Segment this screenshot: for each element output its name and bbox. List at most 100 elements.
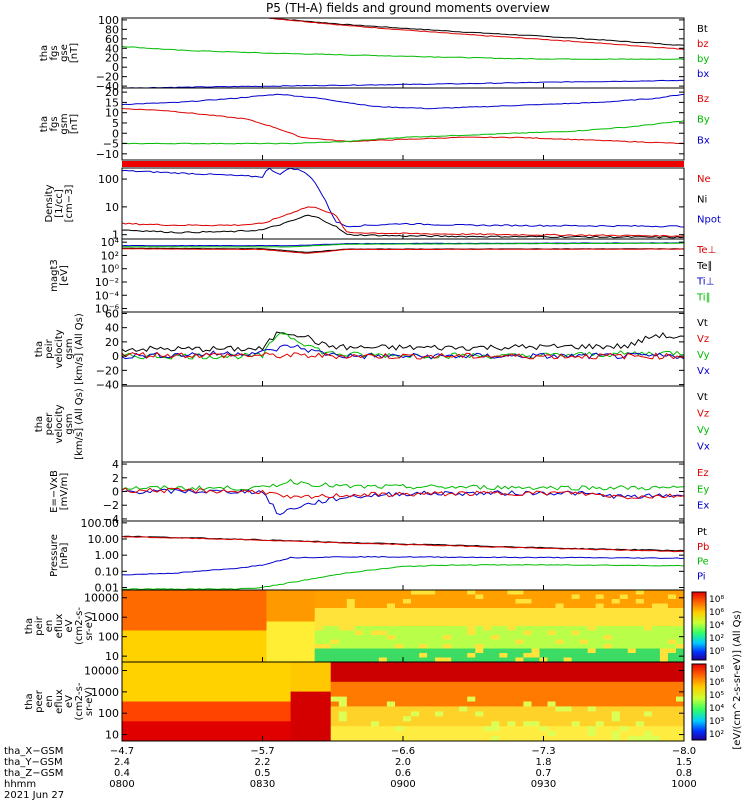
spectrogram-cell [611, 603, 621, 609]
spectrogram-cell [226, 603, 235, 609]
y-tick-label: 0 [112, 127, 119, 140]
spectrogram-cell [274, 731, 283, 737]
spectrogram-cell [314, 590, 324, 595]
spectrogram-cell [643, 630, 653, 636]
spectrogram-cell [154, 716, 163, 722]
spectrogram-cell [411, 621, 420, 627]
spectrogram-cell [531, 648, 540, 654]
spectrogram-cell [539, 676, 548, 683]
spectrogram-cell [451, 630, 460, 636]
spectrogram-cell [186, 657, 195, 663]
spectrogram-cell [290, 635, 300, 640]
spectrogram-cell [419, 653, 428, 658]
spectrogram-cell [619, 594, 629, 600]
spectrogram-cell [154, 731, 163, 737]
spectrogram-peer-eflux [122, 662, 685, 742]
spectrogram-cell [419, 681, 428, 688]
spectrogram-cell [378, 617, 388, 622]
spectrogram-cell [555, 706, 564, 712]
spectrogram-cell [491, 621, 500, 627]
spectrogram-cell [242, 603, 251, 609]
spectrogram-cell [443, 644, 452, 649]
spectrogram-cell [346, 617, 356, 622]
spectrogram-cell [258, 608, 267, 613]
spectrogram-cell [186, 721, 195, 727]
spectrogram-cell [491, 676, 500, 683]
spectrogram-cell [451, 706, 460, 712]
spectrogram-cell [122, 736, 131, 742]
spectrogram-cell [170, 676, 179, 683]
spectrogram-cell [298, 657, 308, 663]
spectrogram-cell [483, 706, 492, 712]
spectrogram-cell [539, 701, 548, 707]
spectrogram-cell [403, 686, 412, 693]
spectrogram-cell [306, 594, 316, 600]
spectrogram-cell [130, 635, 139, 640]
spectrogram-cell [314, 671, 324, 678]
y-tick-label: −5 [103, 138, 119, 151]
spectrogram-cell [234, 662, 243, 668]
spectrogram-cell [475, 621, 484, 627]
spectrogram-cell [659, 686, 669, 693]
spectrogram-cell [643, 731, 653, 737]
spectrogram-cell [523, 696, 532, 702]
spectrogram-cell [419, 635, 428, 640]
spectrogram-cell [242, 716, 251, 722]
spectrogram-cell [146, 603, 155, 609]
spectrogram-cell [507, 594, 516, 600]
spectrogram-cell [354, 711, 364, 717]
spectrogram-cell [122, 594, 131, 600]
spectrogram-cell [218, 666, 227, 673]
spectrogram-cell [547, 626, 556, 631]
spectrogram-cell [523, 706, 532, 712]
spectrogram-cell [483, 630, 492, 636]
spectrogram-cell [635, 736, 645, 742]
y-axis-label-line: eV [64, 619, 75, 632]
spectrogram-cell [162, 701, 171, 707]
spectrogram-cell [242, 653, 251, 658]
spectrogram-cell [611, 711, 621, 717]
spectrogram-cell [330, 626, 340, 631]
spectrogram-cell [186, 648, 195, 654]
spectrogram-cell [443, 696, 452, 702]
spectrogram-cell [611, 617, 621, 622]
spectrogram-cell [411, 701, 420, 707]
spectrogram-cell [346, 612, 356, 618]
spectrogram-cell [378, 662, 388, 668]
spectrogram-cell [170, 594, 179, 600]
spectrogram-cell [338, 696, 348, 702]
legend-label: By [697, 115, 710, 126]
y-axis-label-line: gsm [64, 413, 75, 434]
spectrogram-cell [563, 644, 573, 649]
y-tick-label: 10 [105, 729, 119, 742]
spectrogram-cell [298, 686, 308, 693]
spectrogram-cell [378, 706, 388, 712]
spectrogram-cell [659, 681, 669, 688]
spectrogram-cell [515, 721, 524, 727]
x-row-value: 1000 [671, 779, 696, 790]
spectrogram-cell [676, 701, 685, 707]
spectrogram-cell [210, 716, 219, 722]
spectrogram-cell [411, 716, 420, 722]
spectrogram-cell [651, 706, 661, 712]
spectrogram-cell [643, 594, 653, 600]
spectrogram-cell [386, 681, 396, 688]
spectrogram-cell [266, 726, 275, 732]
y-axis-label-line: velocity [54, 329, 65, 368]
spectrogram-cell [547, 630, 556, 636]
spectrogram-cell [370, 736, 380, 742]
spectrogram-cell [234, 639, 243, 645]
spectrogram-cell [467, 706, 476, 712]
spectrogram-cell [459, 726, 468, 732]
spectrogram-cell [210, 671, 219, 678]
x-row-value: 0.6 [395, 768, 411, 779]
spectrogram-cell [667, 639, 677, 645]
spectrogram-cell [451, 626, 460, 631]
spectrogram-cell [250, 603, 259, 609]
spectrogram-cell [603, 621, 613, 627]
spectrogram-cell [154, 676, 163, 683]
series-line-peir-velocity-3 [121, 351, 685, 360]
spectrogram-cell [290, 590, 300, 595]
spectrogram-cell [563, 731, 573, 737]
